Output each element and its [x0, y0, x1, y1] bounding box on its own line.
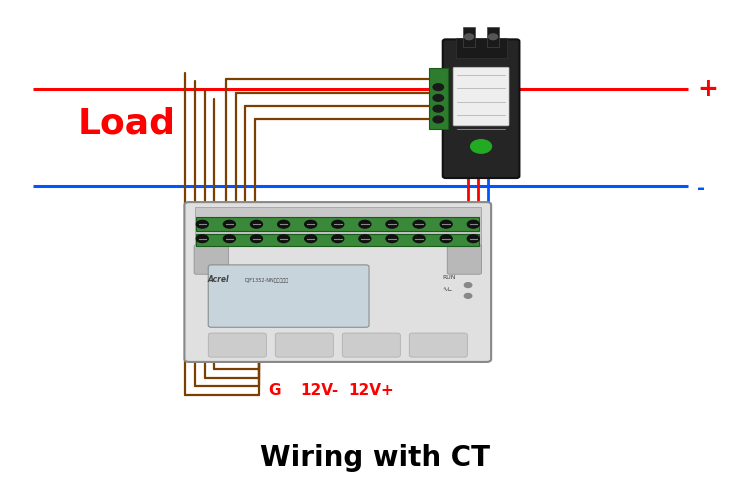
FancyBboxPatch shape [447, 245, 482, 274]
Text: DJF1352-NN直流电能表: DJF1352-NN直流电能表 [244, 278, 289, 283]
Circle shape [359, 221, 370, 228]
FancyBboxPatch shape [209, 333, 266, 357]
Circle shape [278, 221, 290, 228]
Bar [429, 68, 448, 129]
Circle shape [464, 294, 472, 299]
Circle shape [304, 235, 316, 243]
FancyBboxPatch shape [342, 333, 400, 357]
Circle shape [386, 221, 398, 228]
Circle shape [251, 221, 262, 228]
FancyBboxPatch shape [194, 245, 228, 274]
Bar [196, 217, 479, 231]
Circle shape [433, 94, 443, 101]
Circle shape [413, 221, 425, 228]
Bar [488, 27, 499, 47]
Circle shape [386, 235, 398, 243]
Circle shape [464, 34, 473, 39]
Text: -: - [698, 179, 705, 198]
FancyBboxPatch shape [410, 333, 467, 357]
Circle shape [413, 235, 425, 243]
Text: ∿∟: ∿∟ [442, 287, 452, 292]
Circle shape [440, 221, 452, 228]
FancyBboxPatch shape [209, 265, 369, 327]
Circle shape [433, 84, 443, 91]
FancyBboxPatch shape [442, 39, 520, 178]
Text: 12V-: 12V- [300, 383, 338, 398]
FancyBboxPatch shape [453, 67, 509, 126]
Circle shape [433, 116, 443, 123]
Circle shape [471, 140, 491, 153]
FancyBboxPatch shape [275, 333, 333, 357]
Circle shape [464, 282, 472, 287]
Circle shape [359, 235, 370, 243]
Circle shape [467, 221, 479, 228]
Text: G: G [268, 383, 280, 398]
Circle shape [440, 235, 452, 243]
Text: Acrel: Acrel [208, 275, 230, 284]
Circle shape [196, 235, 208, 243]
Bar [463, 27, 475, 47]
Text: 12V+: 12V+ [349, 383, 394, 398]
Circle shape [433, 105, 443, 112]
Text: +: + [698, 77, 718, 101]
Bar [195, 207, 481, 246]
Text: Load: Load [77, 106, 176, 140]
Circle shape [224, 221, 236, 228]
Circle shape [467, 235, 479, 243]
Circle shape [304, 221, 316, 228]
Bar [196, 234, 479, 246]
Text: RUN: RUN [442, 275, 455, 280]
Text: Wiring with CT: Wiring with CT [260, 444, 490, 472]
Circle shape [278, 235, 290, 243]
Circle shape [332, 235, 344, 243]
Circle shape [196, 221, 208, 228]
Circle shape [489, 34, 497, 39]
Circle shape [224, 235, 236, 243]
FancyBboxPatch shape [184, 202, 491, 362]
Circle shape [251, 235, 262, 243]
Circle shape [332, 221, 344, 228]
FancyBboxPatch shape [455, 38, 506, 58]
